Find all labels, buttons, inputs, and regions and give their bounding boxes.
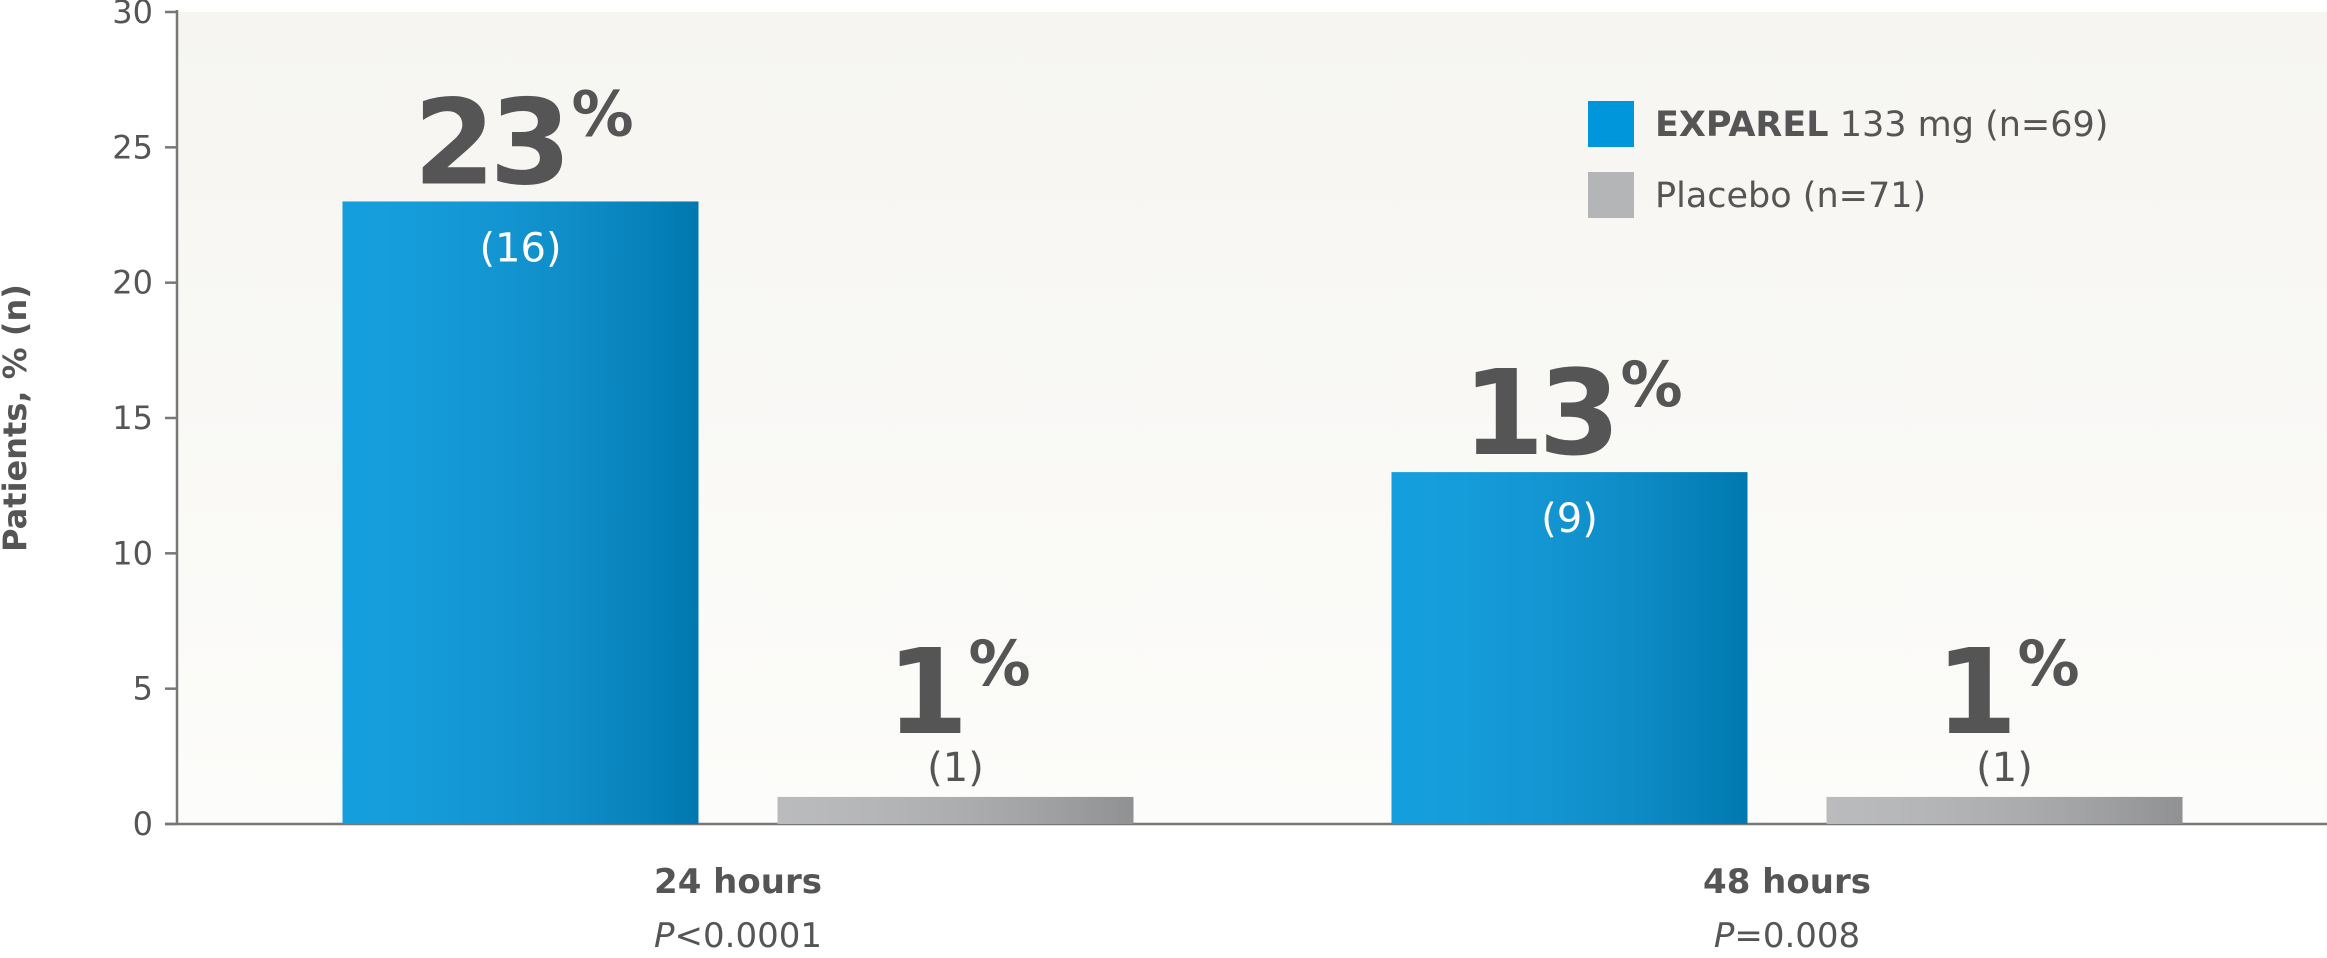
legend-label: Placebo (n=71) (1655, 176, 1926, 216)
count-label: (1) (1976, 745, 2033, 791)
y-tick-label: 15 (112, 399, 153, 437)
x-tick-label: 24 hours (654, 862, 822, 902)
y-tick-label: 0 (133, 805, 153, 843)
x-tick-label: 48 hours (1703, 862, 1871, 902)
bar-shade (1826, 796, 2183, 824)
value-label: 23% (413, 73, 632, 211)
y-tick-label: 30 (112, 0, 153, 31)
value-label: 1% (1935, 623, 2078, 761)
y-tick-label: 5 (133, 670, 153, 708)
count-label: (9) (1541, 496, 1598, 542)
bar-shade (1391, 472, 1748, 824)
bar-shade (777, 796, 1134, 824)
value-label: 13% (1462, 344, 1681, 482)
y-tick-label: 10 (112, 534, 153, 572)
legend-label: EXPAREL 133 mg (n=69) (1655, 105, 2108, 145)
legend-swatch (1588, 172, 1634, 218)
bar-shade (342, 201, 699, 824)
value-label: 1% (886, 623, 1029, 761)
y-tick-label: 20 (112, 264, 153, 302)
legend-swatch (1588, 101, 1634, 147)
y-axis-label: Patients, % (n) (0, 284, 34, 552)
p-value: P=0.008 (1714, 916, 1860, 956)
count-label: (16) (479, 225, 561, 271)
p-value: P<0.0001 (654, 916, 822, 956)
y-tick-label: 25 (112, 128, 153, 166)
count-label: (1) (927, 745, 984, 791)
